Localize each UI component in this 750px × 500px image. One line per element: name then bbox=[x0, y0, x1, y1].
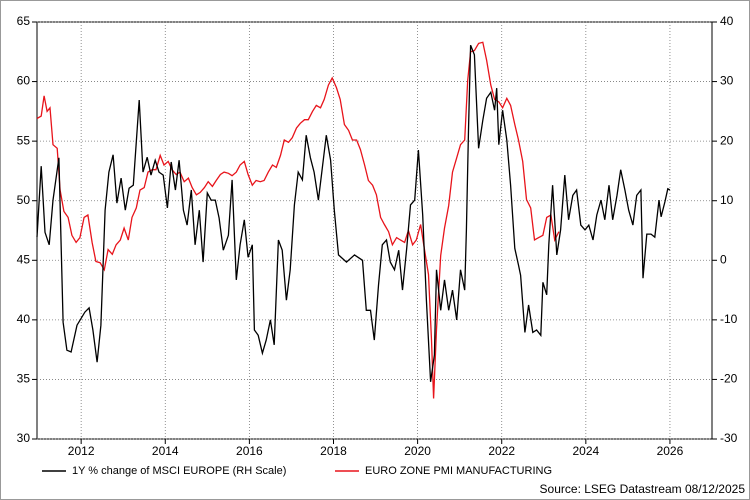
source-note: Source: LSEG Datastream 08/12/2025 bbox=[540, 482, 746, 496]
y-tick-label: 65 bbox=[17, 14, 31, 28]
y-tick-label: 50 bbox=[17, 193, 31, 207]
y2-tick-label: 10 bbox=[720, 193, 734, 207]
y-tick-label: 55 bbox=[17, 133, 31, 147]
x-tick-label: 2016 bbox=[236, 444, 263, 458]
y2-tick-label: 0 bbox=[720, 252, 727, 266]
x-tick-label: 2026 bbox=[657, 444, 684, 458]
y2-tick-label: -20 bbox=[720, 372, 738, 386]
y2-tick-label: -10 bbox=[720, 312, 738, 326]
legend-label: EURO ZONE PMI MANUFACTURING bbox=[365, 465, 552, 477]
x-tick-label: 2012 bbox=[68, 444, 95, 458]
x-tick-label: 2020 bbox=[404, 444, 431, 458]
x-tick-label: 2014 bbox=[152, 444, 179, 458]
x-tick-label: 2022 bbox=[488, 444, 515, 458]
y-tick-label: 60 bbox=[17, 74, 31, 88]
y-tick-label: 30 bbox=[17, 431, 31, 445]
y2-tick-label: 30 bbox=[720, 74, 734, 88]
data-line bbox=[36, 44, 671, 382]
y-tick-label: 35 bbox=[17, 372, 31, 386]
y-tick-label: 45 bbox=[17, 252, 31, 266]
legend-label: 1Y % change of MSCI EUROPE (RH Scale) bbox=[72, 465, 286, 477]
y2-tick-label: 20 bbox=[720, 133, 734, 147]
x-tick-label: 2018 bbox=[320, 444, 347, 458]
x-tick-label: 2024 bbox=[572, 444, 599, 458]
y2-tick-label: -30 bbox=[720, 431, 738, 445]
y-tick-label: 40 bbox=[17, 312, 31, 326]
y2-tick-label: 40 bbox=[720, 14, 734, 28]
